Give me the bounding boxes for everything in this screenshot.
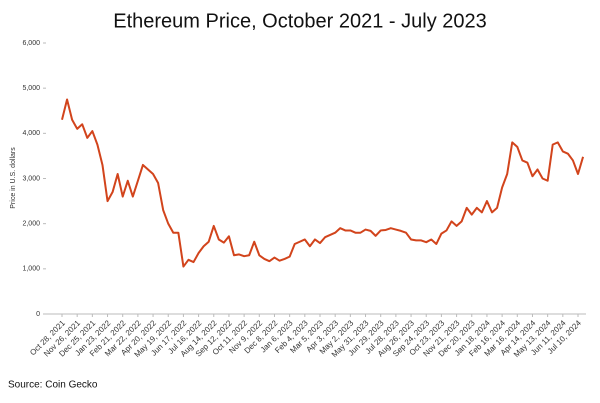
y-tick-label: 5,000: [22, 85, 40, 92]
y-tick-label: 2,000: [22, 221, 40, 228]
chart-title: Ethereum Price, October 2021 - July 2023: [113, 10, 487, 32]
y-tick-label: 4,000: [22, 130, 40, 137]
y-tick-label: 0: [36, 311, 40, 318]
y-tick-label: 1,000: [22, 266, 40, 273]
y-tick-label: 3,000: [22, 175, 40, 182]
price-line: [61, 98, 585, 268]
y-axis-label: Price in U.S. dollars: [10, 147, 17, 209]
y-tick-label: 6,000: [22, 40, 40, 47]
source: Source: Coin Gecko: [8, 380, 98, 391]
